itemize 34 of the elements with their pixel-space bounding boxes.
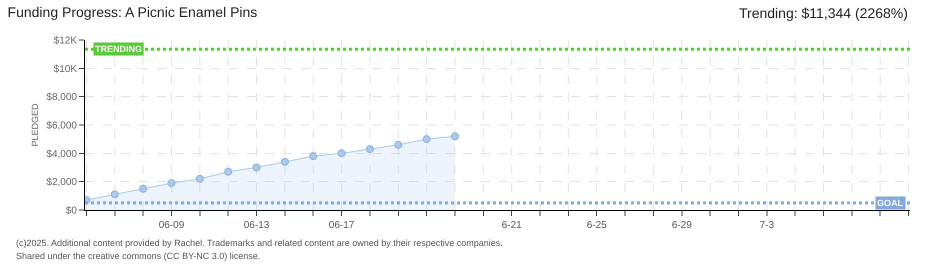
point	[422, 135, 431, 144]
chart-title: Funding Progress: A Picnic Enamel Pins	[8, 4, 258, 20]
point	[252, 164, 261, 172]
point	[450, 132, 459, 140]
y-tick-label: $2,000	[46, 177, 78, 188]
x-tick-label: 6-25	[586, 220, 608, 231]
y-tick-label: $4,000	[46, 148, 78, 160]
x-tick-label: 06-17	[328, 220, 355, 231]
chart-subtitle: Trending: $11,344 (2268%)	[739, 5, 908, 21]
x-tick-label: 7-3	[760, 220, 774, 231]
x-tick-label: 06-09	[158, 220, 185, 231]
point	[167, 179, 176, 188]
point	[196, 174, 204, 183]
y-tick-label: $6,000	[46, 120, 78, 132]
point	[280, 158, 289, 166]
x-tick-label: 6-29	[672, 220, 692, 231]
y-tick-label: $0	[66, 206, 78, 216]
x-tick-label: 06-13	[244, 220, 270, 231]
y-tick-label: $8,000	[46, 92, 78, 104]
y-axis-title: PLEDGED	[30, 102, 40, 147]
point	[394, 140, 402, 149]
y-tick-label: $10K	[54, 64, 78, 75]
x-tick-label: 6-21	[502, 220, 522, 231]
point	[110, 190, 119, 198]
text: Shared under the creative commons (CC BY-NC 3.0) license.	[16, 251, 260, 261]
text: (c)2025. Additional content provided by Rachel. Trademarks and related content are owned by their respective companies.	[16, 238, 503, 248]
y-tick-label: $12K	[54, 36, 78, 46]
point	[366, 145, 374, 154]
ref-line-label: TRENDING	[95, 44, 142, 54]
point	[139, 184, 148, 193]
point	[224, 168, 232, 176]
ref-line-label: GOAL	[877, 198, 904, 208]
point	[338, 149, 346, 158]
point	[309, 152, 318, 160]
